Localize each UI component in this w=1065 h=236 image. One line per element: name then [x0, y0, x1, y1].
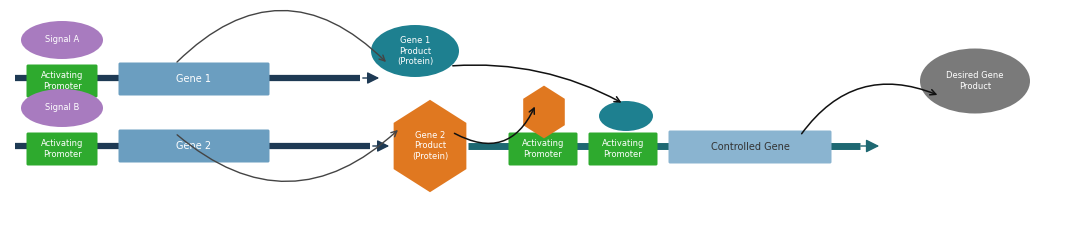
Text: Activating
Promoter: Activating Promoter: [40, 139, 83, 159]
Ellipse shape: [21, 21, 103, 59]
Text: Signal B: Signal B: [45, 104, 79, 113]
Ellipse shape: [371, 25, 459, 77]
Text: Gene 2: Gene 2: [177, 141, 212, 151]
FancyBboxPatch shape: [669, 131, 832, 164]
FancyBboxPatch shape: [589, 132, 657, 165]
Text: Desired Gene
Product: Desired Gene Product: [946, 71, 1003, 91]
Text: Signal A: Signal A: [45, 35, 79, 45]
Polygon shape: [394, 100, 466, 192]
Text: Gene 1
Product
(Protein): Gene 1 Product (Protein): [397, 36, 433, 66]
Polygon shape: [523, 86, 564, 138]
FancyBboxPatch shape: [27, 64, 98, 97]
Text: Activating
Promoter: Activating Promoter: [40, 71, 83, 91]
Text: Activating
Promoter: Activating Promoter: [602, 139, 644, 159]
Text: Activating
Promoter: Activating Promoter: [522, 139, 564, 159]
Ellipse shape: [21, 89, 103, 127]
FancyBboxPatch shape: [118, 63, 269, 96]
FancyBboxPatch shape: [118, 130, 269, 163]
Text: Controlled Gene: Controlled Gene: [710, 142, 789, 152]
FancyBboxPatch shape: [27, 132, 98, 165]
Text: Gene 1: Gene 1: [177, 74, 212, 84]
Text: Gene 2
Product
(Protein): Gene 2 Product (Protein): [412, 131, 448, 161]
FancyBboxPatch shape: [508, 132, 577, 165]
Ellipse shape: [920, 49, 1030, 114]
Ellipse shape: [599, 101, 653, 131]
